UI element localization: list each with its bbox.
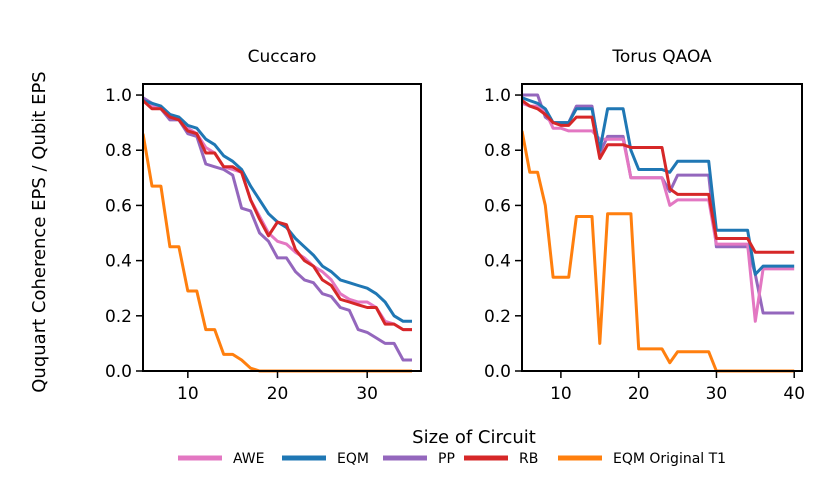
- chart-cuccaro: Cuccaro 0.0 0.2 0.4 0.6 0.8 1.0 10 20 30: [105, 47, 422, 404]
- legend-item-eqm-original-t1: EQM Original T1: [558, 451, 726, 467]
- y-tick-label: 0.8: [484, 141, 511, 161]
- x-tick-label: 10: [550, 384, 572, 404]
- chart-title: Torus QAOA: [611, 47, 712, 67]
- y-tick-label: 1.0: [105, 86, 132, 106]
- y-axis-label: Ququart Coherence EPS / Qubit EPS: [29, 71, 50, 392]
- y-tick-label: 0.4: [105, 252, 132, 272]
- y-tick-label: 0.6: [105, 196, 132, 216]
- legend-item-awe: AWE: [178, 451, 265, 467]
- series-line-rb: [143, 99, 412, 332]
- y-tick-label: 1.0: [484, 86, 511, 106]
- y-tick-label: 0.2: [105, 307, 132, 327]
- x-tick-label: 30: [706, 384, 728, 404]
- legend-item-pp: PP: [383, 451, 455, 467]
- series-line-pp: [143, 96, 412, 362]
- legend-item-rb: RB: [464, 451, 538, 467]
- legend-label: RB: [519, 451, 538, 467]
- y-tick-label: 0.2: [484, 307, 511, 327]
- legend: AWE EQM PP RB EQM Original T1: [178, 451, 726, 467]
- legend-label: PP: [438, 451, 455, 467]
- legend-label: EQM Original T1: [613, 451, 726, 467]
- series-line-eqm: [143, 99, 412, 323]
- plot-frame: [521, 83, 803, 372]
- plot-frame: [142, 83, 422, 372]
- series-group: [522, 93, 795, 373]
- y-tick-label: 0.0: [105, 362, 132, 382]
- series-line-eqm: [522, 96, 795, 276]
- series-line-awe: [522, 101, 795, 323]
- x-tick-label: 20: [628, 384, 650, 404]
- y-tick-label: 0.6: [484, 196, 511, 216]
- x-tick-label: 30: [356, 384, 378, 404]
- x-tick-label: 20: [267, 384, 289, 404]
- legend-item-eqm: EQM: [282, 451, 369, 467]
- legend-label: AWE: [233, 451, 265, 467]
- x-tick-label: 40: [783, 384, 805, 404]
- x-tick-label: 10: [177, 384, 199, 404]
- chart-torus-qaoa: Torus QAOA 0.0 0.2 0.4 0.6 0.8 1.0 10 20 30 40: [484, 47, 805, 404]
- series-line-rb: [522, 99, 795, 254]
- series-group: [143, 96, 412, 373]
- series-line-awe: [143, 99, 412, 332]
- y-tick-label: 0.8: [105, 141, 132, 161]
- x-axis-label: Size of Circuit: [412, 427, 536, 448]
- chart-title: Cuccaro: [248, 47, 317, 67]
- y-tick-label: 0.4: [484, 252, 511, 272]
- legend-label: EQM: [337, 451, 369, 467]
- y-tick-label: 0.0: [484, 362, 511, 382]
